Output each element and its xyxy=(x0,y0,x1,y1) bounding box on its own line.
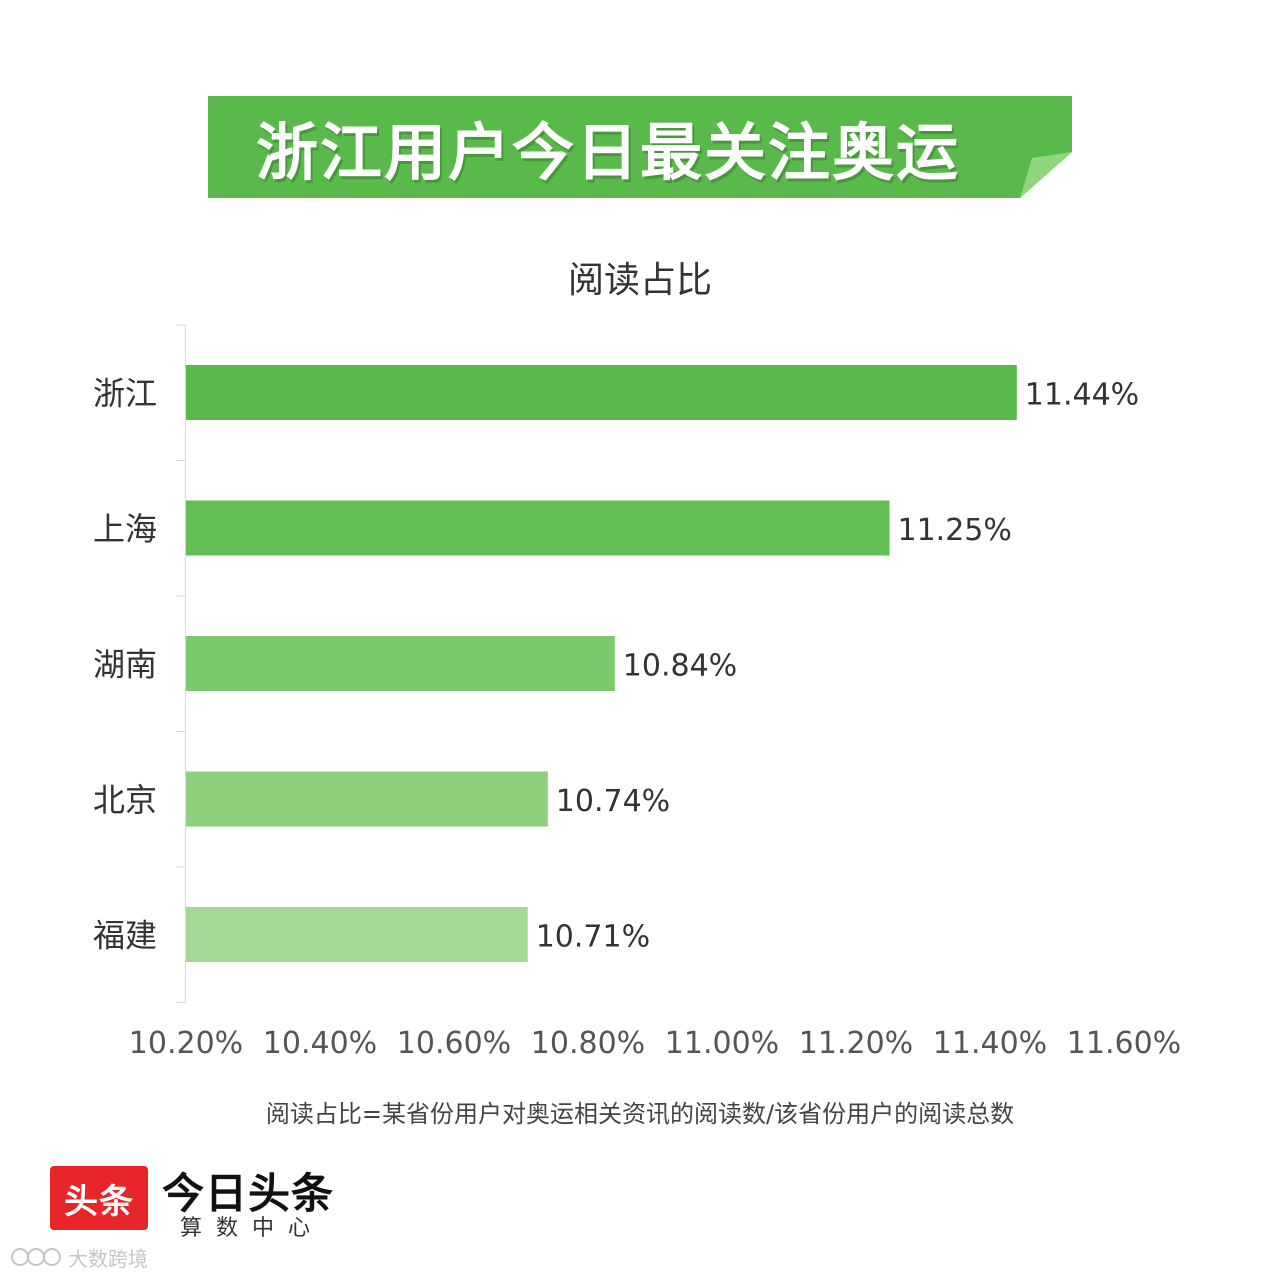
x-tick-label: 11.20% xyxy=(799,1026,913,1061)
axis-layer xyxy=(176,324,186,1003)
bar-4 xyxy=(186,771,548,827)
category-label: 浙江 xyxy=(93,375,157,413)
bar-3 xyxy=(186,636,615,691)
toutiao-logo-box: 头条 xyxy=(50,1166,148,1230)
bar-5 xyxy=(186,907,528,962)
reading-share-chart: 阅读占比 浙江 11.44% 上海 11.25% 湖南 10.84% 北京 10.74% 福建 1… xyxy=(0,230,1280,1090)
footnote: 阅读占比=某省份用户对奥运相关资讯的阅读数/该省份用户的阅读总数 xyxy=(265,1100,1015,1128)
chart-title: 阅读占比 xyxy=(568,260,712,301)
x-tick-label: 11.40% xyxy=(933,1026,1047,1061)
bar-1 xyxy=(186,365,1017,420)
value-label: 10.84% xyxy=(623,649,737,684)
category-label: 福建 xyxy=(93,917,157,955)
watermark: 大数跨境 xyxy=(10,1240,148,1274)
value-label: 11.25% xyxy=(898,513,1012,548)
category-label: 湖南 xyxy=(93,646,157,684)
chart-canvas: 阅读占比 浙江 11.44% 上海 11.25% 湖南 10.84% 北京 10.74% 福建 1… xyxy=(93,260,1181,1061)
brand-logo: 头条 今日头条 算数中心 xyxy=(50,1160,350,1241)
brand-subtitle: 算数中心 xyxy=(180,1216,325,1241)
value-label: 10.71% xyxy=(536,920,650,955)
x-tick-label: 10.40% xyxy=(263,1026,377,1061)
x-tick-label: 10.60% xyxy=(397,1026,511,1061)
value-label: 11.44% xyxy=(1025,378,1139,413)
x-tick-label: 10.20% xyxy=(129,1026,243,1061)
watermark-text: 大数跨境 xyxy=(68,1246,148,1271)
value-label: 10.74% xyxy=(556,784,670,819)
brand-name: 今日头条 xyxy=(162,1169,335,1218)
category-label: 北京 xyxy=(93,781,157,819)
x-tick-label: 11.00% xyxy=(665,1026,779,1061)
title-banner: 浙江用户今日最关注奥运 xyxy=(208,96,1072,198)
bar-layer: 浙江 11.44% 上海 11.25% 湖南 10.84% 北京 10.74% 福建 10.71% xyxy=(93,365,1139,962)
category-label: 上海 xyxy=(93,510,157,548)
bar-2 xyxy=(186,500,890,556)
tick-layer: 10.20% 10.40% 10.60% 10.80% 11.00% 11.20% 11.4… xyxy=(129,1026,1181,1061)
x-tick-label: 11.60% xyxy=(1067,1026,1181,1061)
watermark-icon xyxy=(11,1248,61,1266)
banner-shape xyxy=(208,96,1072,198)
logo-text: 头条 xyxy=(64,1181,134,1222)
x-tick-label: 10.80% xyxy=(531,1026,645,1061)
banner-title: 浙江用户今日最关注奥运 xyxy=(255,116,960,189)
